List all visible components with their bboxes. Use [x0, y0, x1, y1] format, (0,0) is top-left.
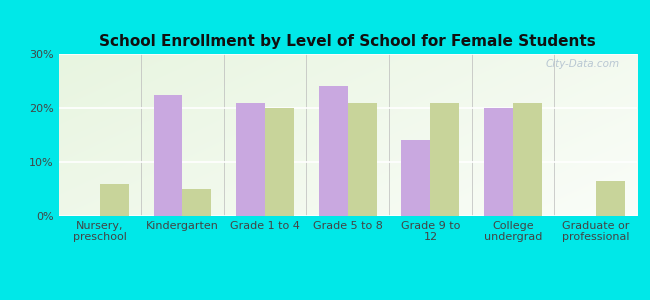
Bar	[183, 189, 211, 216]
Title: School Enrollment by Level of School for Female Students: School Enrollment by Level of School for…	[99, 34, 596, 49]
Bar	[430, 103, 460, 216]
Bar	[100, 184, 129, 216]
Text: City-Data.com: City-Data.com	[545, 59, 619, 69]
Bar	[513, 103, 542, 216]
Bar	[153, 94, 183, 216]
Bar	[484, 108, 513, 216]
Bar	[348, 103, 377, 216]
Bar	[236, 103, 265, 216]
Bar	[595, 181, 625, 216]
Bar	[318, 86, 348, 216]
Bar	[265, 108, 294, 216]
Bar	[402, 140, 430, 216]
